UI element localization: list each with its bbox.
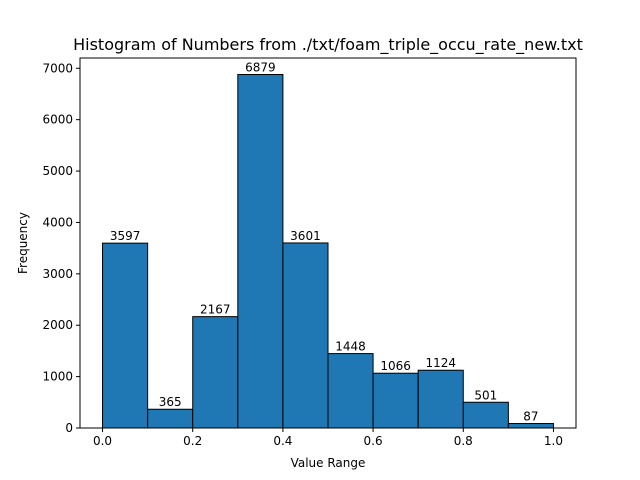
bar-value-label: 1448	[335, 340, 366, 354]
histogram-bar	[282, 242, 329, 429]
y-tick-label: 3000	[42, 267, 73, 281]
bar-value-label: 6879	[245, 60, 276, 74]
histogram-bar	[417, 369, 464, 429]
y-axis: 0 1000 2000 3000 4000 5000 6000 7000	[42, 61, 80, 435]
histogram-bar	[147, 408, 194, 429]
bar-value-label: 3601	[290, 229, 321, 243]
histogram-bar	[192, 316, 239, 429]
y-tick-label: 0	[65, 421, 73, 435]
bar-value-label: 1124	[425, 356, 456, 370]
x-tick-label: 0.0	[93, 434, 112, 448]
y-tick-label: 2000	[42, 318, 73, 332]
x-tick-label: 0.8	[454, 434, 473, 448]
bar-value-label: 501	[474, 388, 497, 402]
x-tick-label: 0.4	[273, 434, 292, 448]
x-tick-label: 0.6	[364, 434, 383, 448]
x-axis-label: Value Range	[291, 456, 366, 470]
x-tick-label: 1.0	[544, 434, 563, 448]
histogram-bar	[237, 73, 284, 429]
bar-labels-group: 3597 365 2167 6879 3601 1448 1066 1124 501 87	[110, 60, 539, 423]
histogram-bar	[327, 353, 374, 429]
bar-value-label: 2167	[200, 303, 231, 317]
x-tick-label: 0.2	[183, 434, 202, 448]
y-tick-label: 4000	[42, 215, 73, 229]
bar-value-label: 1066	[380, 359, 411, 373]
histogram-bar	[507, 423, 554, 429]
bar-value-label: 87	[523, 410, 538, 424]
histogram-bar	[102, 242, 149, 429]
y-tick-label: 7000	[42, 61, 73, 75]
bar-value-label: 3597	[110, 229, 141, 243]
y-tick-label: 6000	[42, 113, 73, 127]
x-axis: 0.0 0.2 0.4 0.6 0.8 1.0	[93, 428, 563, 448]
y-axis-label: Frequency	[16, 212, 30, 274]
plot-frame	[79, 57, 577, 429]
histogram-bar	[372, 372, 419, 429]
chart-title: Histogram of Numbers from ./txt/foam_tri…	[73, 35, 583, 55]
histogram-bar	[462, 401, 509, 429]
bar-value-label: 365	[159, 395, 182, 409]
bars-group	[102, 73, 554, 429]
y-tick-label: 1000	[42, 370, 73, 384]
y-tick-label: 5000	[42, 164, 73, 178]
